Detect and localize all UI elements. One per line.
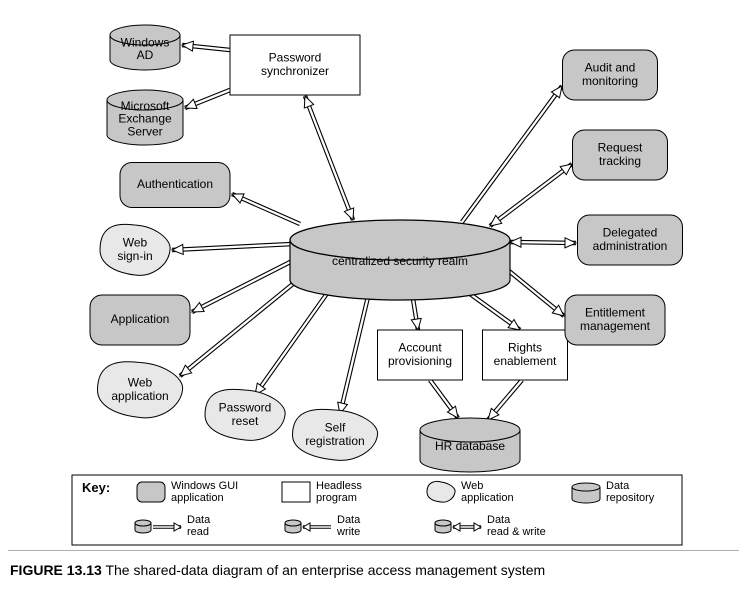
node-entitle: Entitlementmanagement	[565, 295, 665, 345]
svg-text:Request: Request	[598, 140, 643, 154]
node-audit: Audit andmonitoring	[563, 50, 658, 100]
svg-text:AD: AD	[137, 48, 154, 62]
svg-text:Authentication: Authentication	[137, 177, 213, 191]
svg-text:Application: Application	[111, 312, 170, 326]
edge-csr-auth	[232, 194, 300, 224]
node-selfreg: Selfregistration	[293, 409, 378, 460]
svg-text:Server: Server	[127, 124, 162, 138]
node-pwreset: Passwordreset	[205, 389, 285, 440]
node-delegated: Delegatedadministration	[578, 215, 683, 265]
node-msx: MicrosoftExchangeServer	[107, 90, 183, 145]
svg-text:management: management	[580, 319, 651, 333]
svg-text:HR database: HR database	[435, 439, 505, 453]
svg-text:program: program	[316, 492, 357, 504]
edge-csr-pwreset	[255, 278, 338, 395]
svg-text:Data: Data	[487, 514, 511, 526]
node-csr: centralized security realm	[290, 220, 510, 300]
edge-csr-websign	[172, 244, 293, 250]
svg-text:Entitlement: Entitlement	[585, 305, 646, 319]
svg-text:Web: Web	[461, 480, 483, 492]
svg-text:provisioning: provisioning	[388, 354, 452, 368]
svg-text:Password: Password	[219, 400, 272, 414]
svg-text:Account: Account	[398, 340, 442, 354]
edge-pwsync-winad	[182, 45, 230, 50]
legend-title: Key:	[82, 480, 110, 495]
svg-text:Self: Self	[325, 420, 346, 434]
legend-item-rounded: Windows GUIapplication	[137, 480, 238, 504]
svg-text:registration: registration	[305, 434, 364, 448]
svg-text:sign-in: sign-in	[117, 249, 152, 263]
svg-text:Delegated: Delegated	[603, 225, 658, 239]
svg-text:read & write: read & write	[487, 526, 546, 538]
diagram-canvas: centralized security realm WindowsAD Micro…	[0, 0, 747, 550]
svg-text:Data: Data	[187, 514, 211, 526]
node-pwsync: Passwordsynchronizer	[230, 35, 360, 95]
figure-caption-text: The shared-data diagram of an enterprise…	[105, 562, 545, 578]
edge-csr-selfreg	[340, 280, 372, 414]
legend-item-rect: Headlessprogram	[282, 480, 362, 504]
svg-text:enablement: enablement	[494, 354, 557, 368]
edge-csr-audit	[462, 86, 562, 222]
node-account: Accountprovisioning	[378, 330, 463, 380]
svg-text:tracking: tracking	[599, 154, 641, 168]
edge-csr-request	[490, 164, 572, 226]
node-auth: Authentication	[120, 163, 230, 208]
edge-csr-pwsync	[305, 96, 353, 220]
svg-text:synchronizer: synchronizer	[261, 64, 329, 78]
svg-text:administration: administration	[593, 239, 668, 253]
edge-account-hrdb	[430, 380, 458, 418]
node-hrdb: HR database	[420, 418, 520, 472]
caption-divider	[8, 550, 739, 551]
svg-text:Data: Data	[606, 480, 630, 492]
svg-text:application: application	[111, 389, 168, 403]
edge-csr-app	[192, 258, 298, 312]
node-winad: WindowsAD	[110, 25, 180, 70]
svg-text:Web: Web	[123, 235, 148, 249]
svg-text:Headless: Headless	[316, 480, 362, 492]
svg-text:Password: Password	[269, 50, 322, 64]
svg-text:repository: repository	[606, 492, 655, 504]
edge-csr-delegated	[510, 242, 576, 243]
svg-text:reset: reset	[232, 414, 259, 428]
node-rights: Rightsenablement	[483, 330, 568, 380]
figure-number: FIGURE 13.13	[10, 562, 102, 578]
svg-text:write: write	[336, 526, 360, 538]
svg-text:Data: Data	[337, 514, 361, 526]
edge-rights-hrdb	[488, 380, 522, 420]
svg-text:Rights: Rights	[508, 340, 542, 354]
svg-text:application: application	[461, 492, 514, 504]
svg-text:monitoring: monitoring	[582, 74, 638, 88]
node-app: Application	[90, 295, 190, 345]
node-websign: Websign-in	[100, 224, 170, 275]
svg-text:read: read	[187, 526, 209, 538]
node-webapp: Webapplication	[98, 362, 183, 418]
svg-text:centralized security realm: centralized security realm	[332, 254, 468, 268]
edge-pwsync-msx	[185, 90, 230, 108]
node-request: Requesttracking	[573, 130, 668, 180]
svg-text:Audit and: Audit and	[585, 60, 636, 74]
svg-text:application: application	[171, 492, 224, 504]
figure-caption: FIGURE 13.13 The shared-data diagram of …	[0, 557, 747, 579]
svg-text:Web: Web	[128, 375, 153, 389]
svg-text:Windows GUI: Windows GUI	[171, 480, 238, 492]
